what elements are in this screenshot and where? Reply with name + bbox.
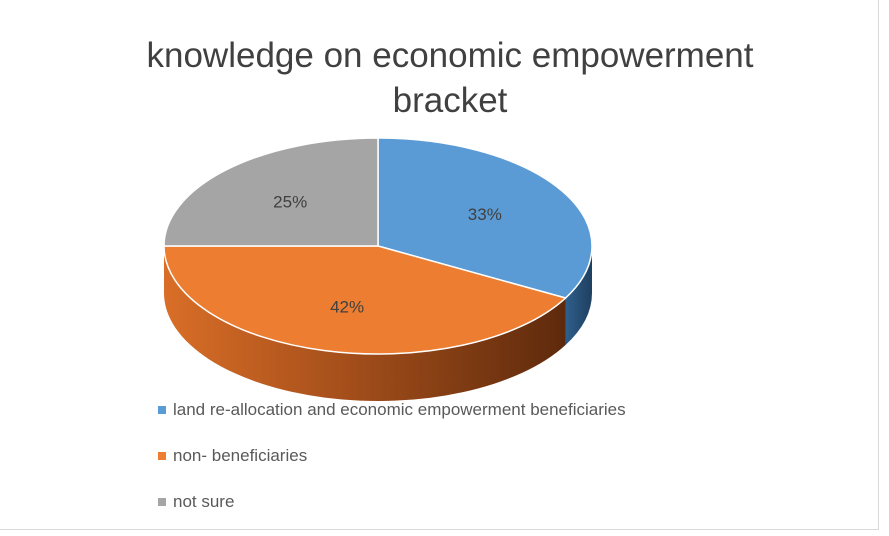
legend-label: non- beneficiaries <box>173 446 308 465</box>
legend-swatch-beneficiaries <box>158 406 166 414</box>
legend-item: non- beneficiaries <box>158 444 626 468</box>
chart-title-line-1: knowledge on economic empowerment <box>146 36 754 75</box>
legend: land re-allocation and economic empowerm… <box>158 398 626 536</box>
legend-swatch-not-sure <box>158 498 166 506</box>
legend-label: land re-allocation and economic empowerm… <box>173 400 626 419</box>
legend-item: land re-allocation and economic empowerm… <box>158 398 626 422</box>
chart-title-line-2: bracket <box>392 81 508 120</box>
pie-side-0 <box>565 246 592 346</box>
pie-slice-2 <box>163 137 379 247</box>
pie-slice-1 <box>163 245 567 355</box>
pie-slice-0 <box>377 137 593 299</box>
legend-item: not sure <box>158 490 626 514</box>
legend-label: not sure <box>173 492 235 511</box>
data-label-1: 42% <box>330 298 364 317</box>
data-label-2: 25% <box>273 193 307 212</box>
data-label-0: 33% <box>468 205 502 224</box>
legend-swatch-non-beneficiaries <box>158 452 166 460</box>
pie-side-1 <box>164 246 566 401</box>
chart-frame: knowledge on economic empowerment bracke… <box>0 0 879 530</box>
